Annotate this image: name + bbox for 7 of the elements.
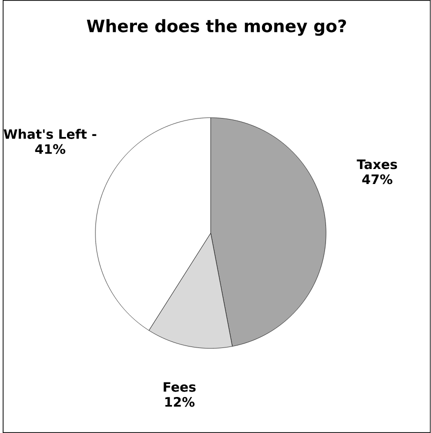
- slice-label: What's Left -: [4, 128, 96, 139]
- slice-label: Taxes: [356, 160, 398, 170]
- chart-title: Where does the money go?: [86, 19, 346, 36]
- data-label: 47%: [362, 174, 392, 184]
- slice-label: Fees: [164, 382, 196, 392]
- data-label: 12%: [165, 397, 195, 407]
- data-label: 41%: [35, 144, 66, 154]
